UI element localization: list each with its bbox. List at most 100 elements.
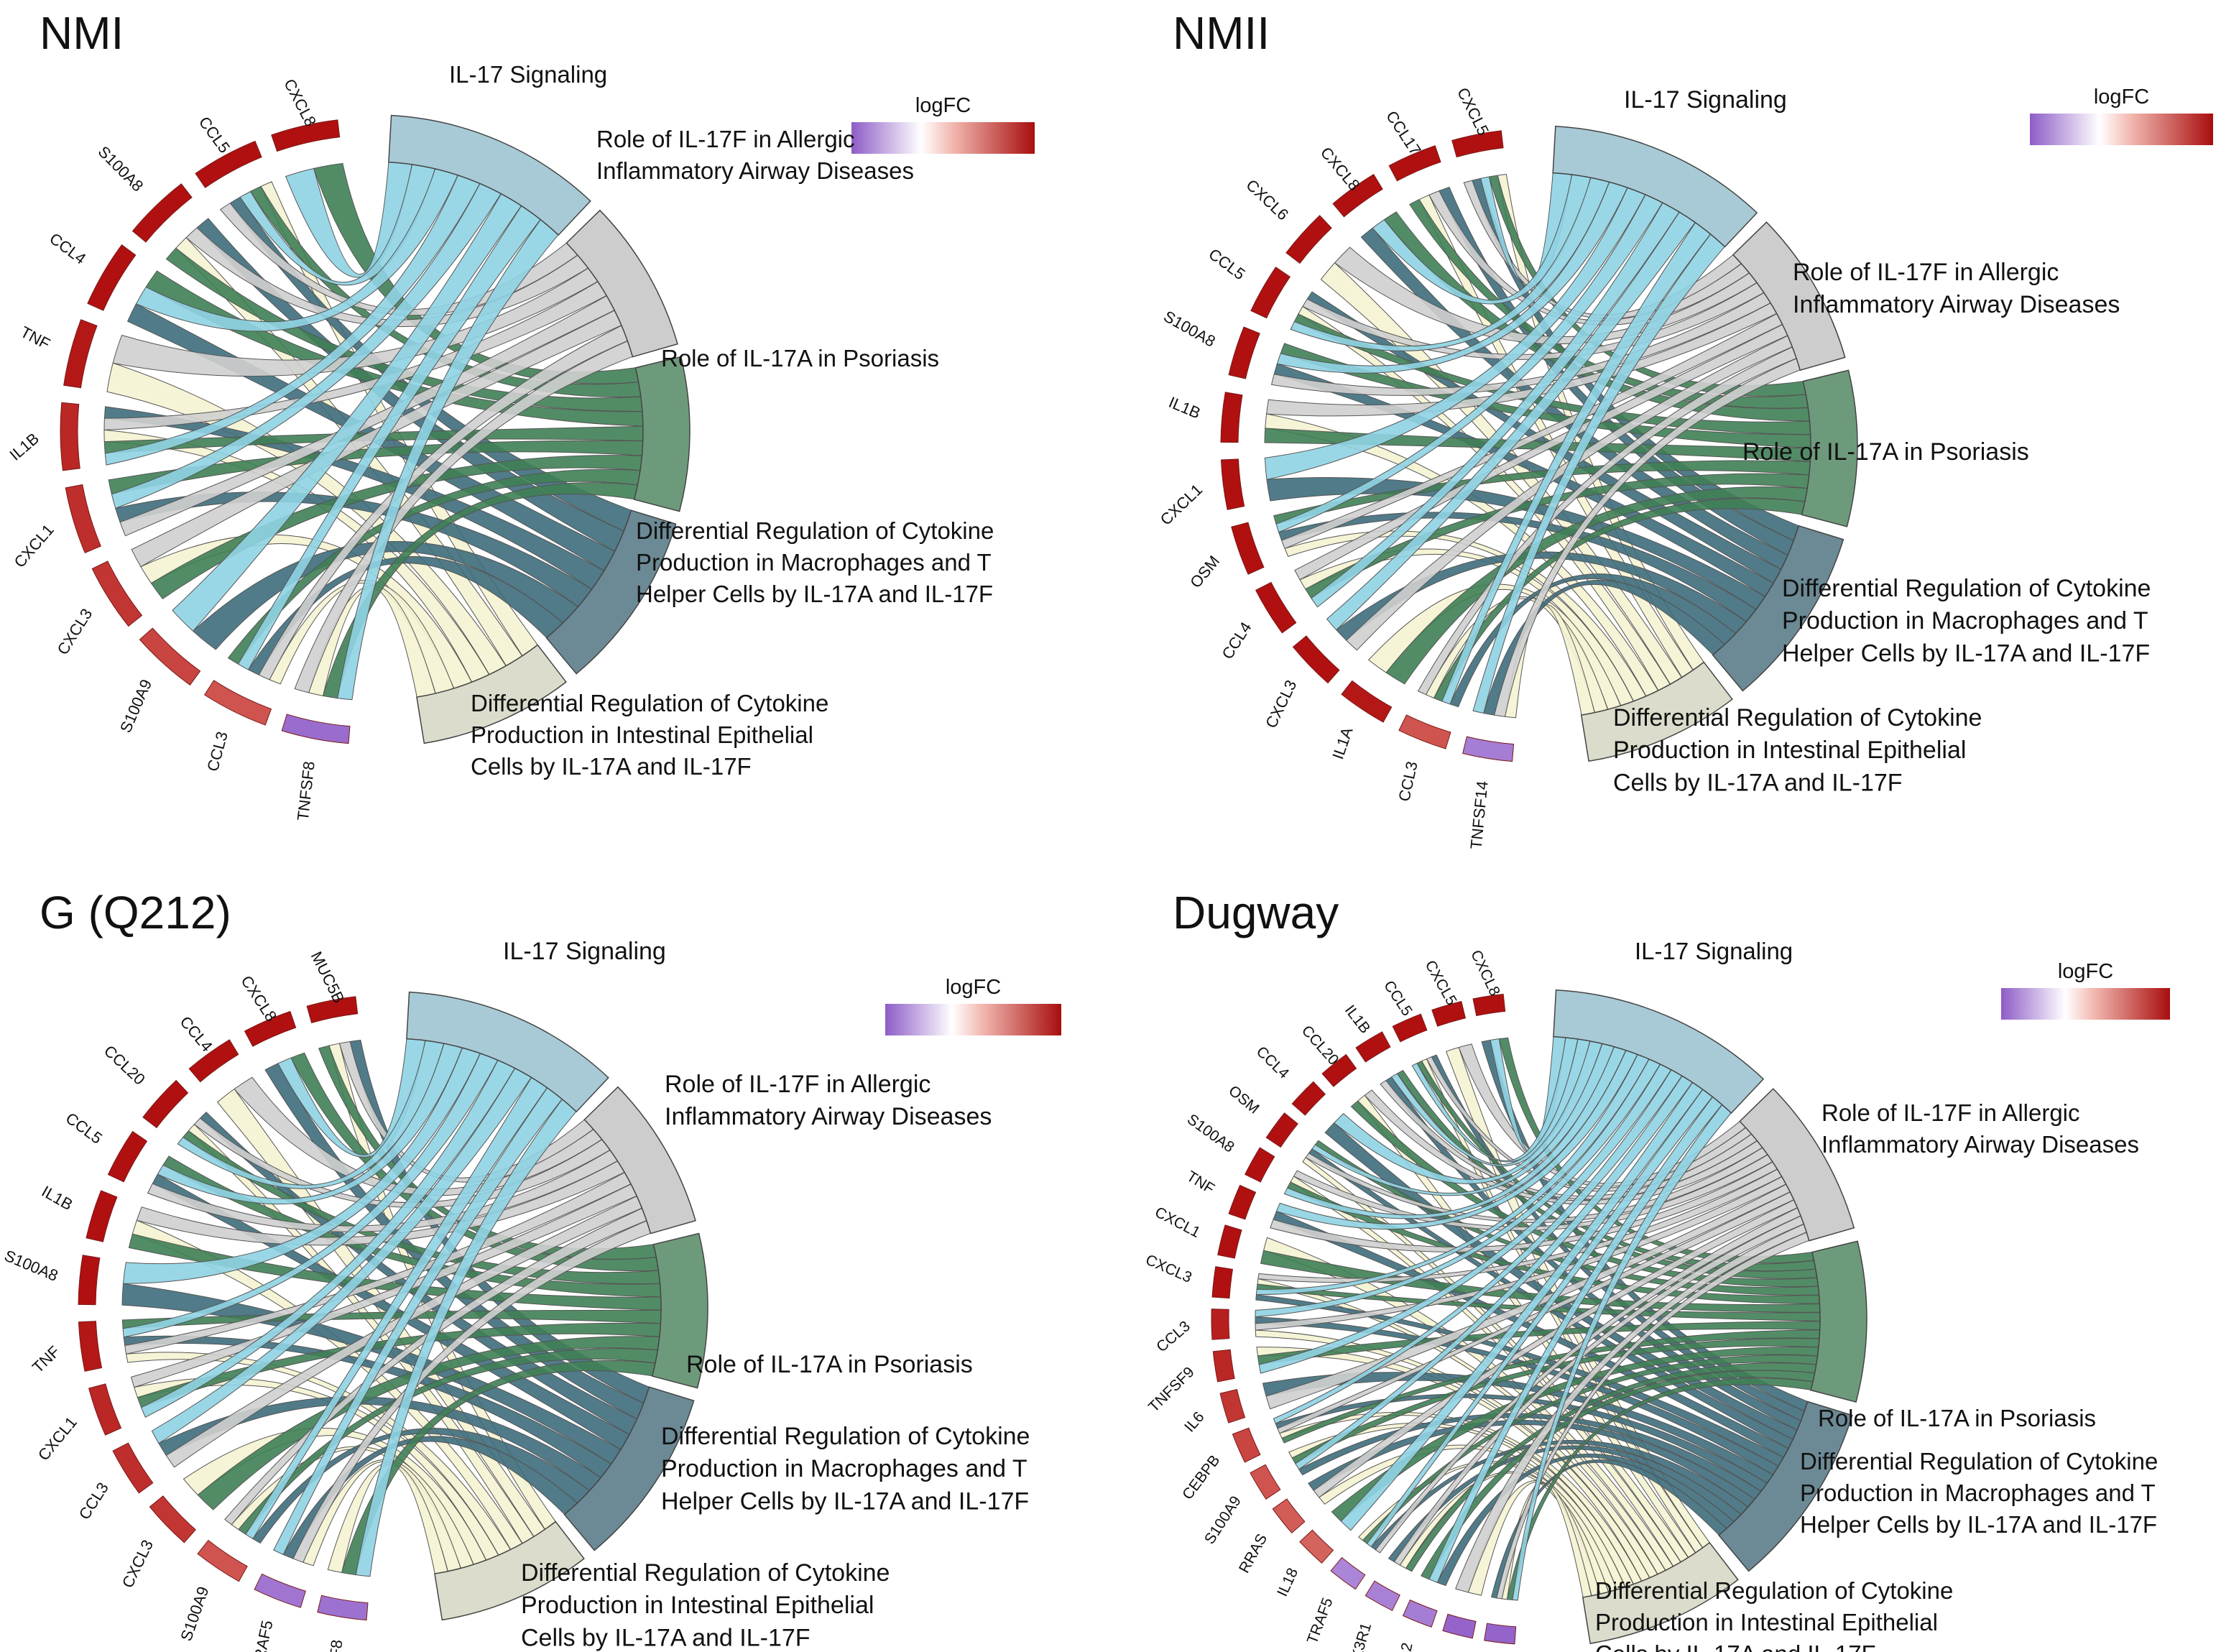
gene-sector-tnf [78, 1321, 103, 1372]
pathway-label-line: Helper Cells by IL-17A and IL-17F [1800, 1511, 2157, 1538]
gene-label-cxcl1: CXCL1 [1152, 1204, 1203, 1241]
gene-label-cxcl8: CXCL8 [237, 972, 280, 1025]
gene-sector-tnf [63, 319, 98, 389]
pathway-label-line: Production in Intestinal Epithelial [521, 1592, 874, 1619]
pathway-label-line: Inflammatory Airway Diseases [1793, 291, 2120, 318]
gene-sector-s100a8 [1228, 326, 1260, 379]
gene-label-il1b: IL1B [1342, 1002, 1374, 1036]
legend-title: logFC [946, 976, 1001, 999]
pathway-label-line: Production in Intestinal Epithelial [1613, 737, 1966, 764]
gene-sector-ccl5 [107, 1130, 148, 1183]
pathway-sector-3 [563, 1386, 695, 1551]
pathway-label-0: IL-17 Signaling [503, 938, 666, 965]
pathway-sector-0 [388, 114, 591, 236]
gene-sector-tnfsf8 [317, 1595, 369, 1621]
pathway-label-line: Role of IL-17A in Psoriasis [661, 345, 939, 372]
gene-label-muc5b: MUC5B [308, 949, 348, 1006]
gene-sector-traf5 [254, 1573, 306, 1608]
gene-label-ccl5: CCL5 [1205, 245, 1248, 283]
pathway-label-line: Production in Macrophages and T [1800, 1480, 2156, 1506]
pathway-label-line: Helper Cells by IL-17A and IL-17F [1782, 640, 2150, 667]
gene-sector-s100a8 [131, 183, 193, 243]
gene-sector-rras [1272, 1498, 1306, 1534]
gene-sector-osm [1231, 522, 1265, 575]
pathway-sector-2 [1810, 1240, 1867, 1403]
pathway-sector-1 [1739, 1088, 1855, 1242]
gene-sector-cxcl5 [1451, 130, 1504, 158]
gene-label-ccl4: CCL4 [1218, 619, 1255, 663]
pathway-label-line: Role of IL-17A in Psoriasis [1742, 438, 2029, 466]
pathway-sector-3 [1712, 525, 1844, 692]
gene-label-s100a9: S100A9 [1201, 1493, 1245, 1547]
panel-title: NMII [1173, 7, 1270, 59]
pathway-label-line: Production in Intestinal Epithelial [1595, 1609, 1938, 1635]
gene-sector-il1a [1341, 680, 1393, 723]
pathway-sector-2 [651, 1232, 708, 1389]
pathway-sector-4 [434, 1521, 585, 1621]
pathway-sector-0 [406, 991, 609, 1113]
pathway-label-0: IL-17 Signaling [1635, 938, 1793, 964]
gene-label-tnfsf8: TNFSF8 [323, 1639, 346, 1652]
gene-label-osm: OSM [1225, 1082, 1262, 1117]
gene-sector-il6 [1219, 1389, 1246, 1423]
gene-label-cebpb: CEBPB [1179, 1452, 1223, 1503]
gene-sector-s100a8 [1245, 1147, 1275, 1183]
gene-label-cxcl1: CXCL1 [34, 1413, 80, 1464]
pathway-label-line: Cells by IL-17A and IL-17F [1613, 769, 1903, 796]
gene-sector-igf1 [1442, 1613, 1477, 1639]
pathway-label-line: Production in Intestinal Epithelial [471, 721, 813, 748]
legend-gradient-bar [2030, 114, 2213, 145]
gene-sector-il1b [1355, 1031, 1391, 1063]
gene-label-cxcl3: CXCL3 [53, 605, 96, 657]
gene-label-cxcl8: CXCL8 [1467, 948, 1503, 999]
pathway-label-line: IL-17 Signaling [1635, 938, 1793, 964]
gene-sector-tnfsf14 [1462, 736, 1515, 762]
gene-sector-ccl3 [112, 1442, 154, 1494]
pathway-label-1: Role of IL-17F in Allergic Inflammatory A… [1793, 259, 2120, 318]
pathway-label-line: Differential Regulation of Cytokine [1782, 575, 2151, 602]
pathway-sector-2 [633, 356, 691, 512]
pathway-label-line: Inflammatory Airway Diseases [1821, 1131, 2139, 1158]
pathway-label-line: Differential Regulation of Cytokine [636, 517, 994, 544]
pathway-label-3: Differential Regulation of Cytokine Produ… [1800, 1448, 2158, 1538]
gene-label-ccl4: CCL4 [46, 229, 89, 268]
pathway-label-line: Inflammatory Airway Diseases [596, 157, 914, 184]
pathway-sector-2 [1801, 369, 1858, 527]
gene-sector-ccl4 [188, 1039, 239, 1083]
legend-gradient-bar [2001, 988, 2170, 1020]
pathway-label-line: Role of IL-17A in Psoriasis [1818, 1405, 2096, 1431]
chord-ribbons [1264, 172, 1811, 719]
gene-label-cxcl5: CXCL5 [1421, 958, 1459, 1008]
gene-sector-ccl17 [1388, 145, 1441, 182]
pathway-label-line: Role of IL-17F in Allergic [665, 1071, 931, 1098]
gene-sector-cxcl3 [1292, 635, 1340, 684]
pathway-sector-0 [1552, 125, 1758, 248]
pathway-label-3: Differential Regulation of Cytokine Produ… [661, 1423, 1030, 1515]
pathway-sector-4 [1580, 661, 1733, 762]
pathway-label-1: Role of IL-17F in Allergic Inflammatory A… [596, 126, 914, 184]
gene-sector-ccl3 [203, 680, 272, 726]
pathway-label-line: Differential Regulation of Cytokine [521, 1559, 890, 1587]
gene-label-traf5: TRAF5 [1304, 1596, 1336, 1646]
gene-sector-cxcl3 [1211, 1266, 1234, 1299]
panel-title: NMI [40, 7, 124, 59]
pathway-label-line: Differential Regulation of Cytokine [661, 1423, 1030, 1450]
gene-label-ccl5: CCL5 [195, 113, 234, 156]
gene-label-cxcl5: CXCL5 [1454, 85, 1492, 139]
gene-label-cxcl6: CXCL6 [1242, 176, 1292, 224]
gene-label-il18: IL18 [1274, 1566, 1301, 1600]
gene-sector-ccl20 [142, 1079, 189, 1129]
gene-sector-osm [1265, 1112, 1298, 1148]
gene-label-ccl3: CCL3 [203, 729, 231, 773]
pathway-label-line: IL-17 Signaling [449, 61, 607, 88]
panel-title: G (Q212) [40, 887, 231, 938]
gene-sector-il1b [86, 1190, 118, 1242]
gene-label-s100a8: S100A8 [2, 1247, 61, 1285]
gene-sector-ccl3 [1398, 714, 1451, 749]
pathway-sector-0 [1553, 989, 1765, 1115]
pathway-label-line: Cells by IL-17A and IL-17F [471, 753, 752, 780]
gene-label-s100a8: S100A8 [95, 142, 147, 195]
logfc-legend: logFC [851, 94, 1035, 154]
